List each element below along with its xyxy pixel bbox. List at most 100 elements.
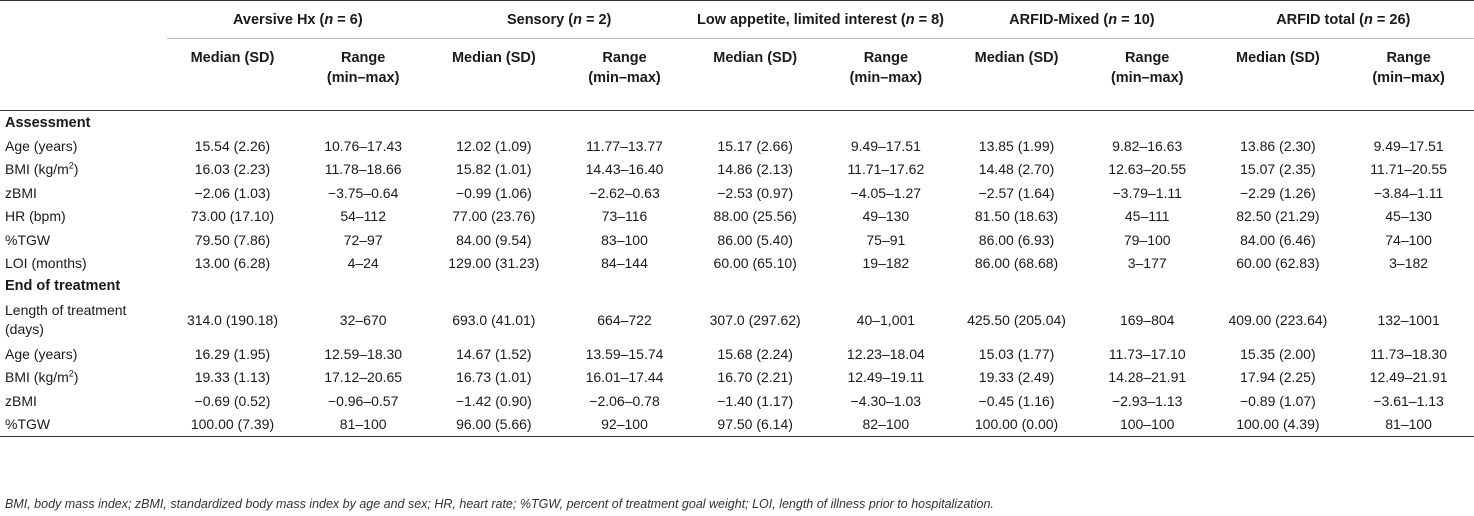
table-cell: 74–100 — [1385, 231, 1432, 248]
group-header-aversive: Aversive Hx (n = 6) — [167, 0, 429, 39]
table-cell: 19.33 (1.13) — [194, 369, 271, 386]
table-cell: 84.00 (6.46) — [1240, 231, 1316, 248]
table-cell: −3.84–1.11 — [1373, 184, 1444, 201]
table-cell: 12.49–19.11 — [847, 369, 925, 386]
table-cell: 49–130 — [862, 208, 910, 225]
subheader-median: Median (SD) — [951, 38, 1082, 111]
group-header-low-appetite: Low appetite, limited interest (n = 8) — [689, 0, 952, 39]
table-cell: −2.06 (1.03) — [194, 184, 271, 201]
table-row: Age (years) 16.29 (1.95) 12.59–18.30 14.67 … — [0, 342, 1474, 365]
table-cell: 96.00 (5.66) — [428, 412, 560, 437]
table-cell: 16.73 (1.01) — [456, 369, 532, 386]
table-cell: 84.00 (9.54) — [456, 231, 532, 248]
subheader-range: Range (min–max) — [297, 38, 429, 111]
row-label: %TGW — [5, 231, 51, 248]
table-cell: 14.43–16.40 — [585, 161, 664, 178]
table-cell: 100–100 — [1081, 412, 1213, 437]
table-cell: 86.00 (6.93) — [978, 231, 1055, 248]
table-cell: 307.0 (297.62) — [709, 312, 801, 329]
table-cell: 40–1,001 — [856, 312, 916, 329]
table-cell: 15.03 (1.77) — [978, 345, 1055, 362]
table-cell: 16.01–17.44 — [585, 369, 664, 386]
subheader-range-line1: Range — [863, 50, 909, 66]
table-cell: −4.30–1.03 — [850, 392, 922, 409]
subheader-range: Range (min–max) — [1343, 38, 1474, 111]
subheader-range-line2: (min–max) — [588, 70, 661, 86]
table-cell: 82.50 (21.29) — [1236, 208, 1320, 225]
table-cell: 9.49–17.51 — [1373, 138, 1444, 155]
table-cell: 12.63–20.55 — [1108, 161, 1187, 178]
table-cell: −2.93–1.13 — [1111, 392, 1183, 409]
table-cell: 14.28–21.91 — [1108, 369, 1187, 386]
table-cell: 15.68 (2.24) — [717, 345, 793, 362]
row-label: Length of treatment (days) — [5, 302, 127, 338]
table-cell: −2.57 (1.64) — [978, 184, 1055, 201]
table-cell: 81.50 (18.63) — [974, 208, 1059, 225]
table-cell: 693.0 (41.01) — [452, 312, 536, 329]
table-cell: 19.33 (2.49) — [978, 369, 1055, 386]
table-cell: 3–182 — [1389, 255, 1429, 272]
table-row: HR (bpm) 73.00 (17.10) 54–112 77.00 (23.76)… — [0, 205, 1474, 228]
row-label: zBMI — [5, 184, 37, 201]
table-cell: 13.00 (6.28) — [194, 255, 271, 272]
subheader-range-line1: Range — [602, 50, 647, 66]
table-cell: 12.23–18.04 — [846, 345, 925, 362]
table-cell: 45–111 — [1124, 208, 1170, 225]
table-cell: −1.40 (1.17) — [717, 392, 794, 409]
results-table: Aversive Hx (n = 6) Sensory (n = 2) Low … — [0, 0, 1474, 437]
table-cell: 11.77–13.77 — [586, 138, 663, 155]
table-cell: 17.94 (2.25) — [1240, 369, 1316, 386]
table-cell: −2.29 (1.26) — [1239, 184, 1316, 201]
row-label: Age (years) — [5, 138, 78, 155]
table-cell: 11.78–18.66 — [324, 161, 402, 178]
table-cell: 409.00 (223.64) — [1228, 312, 1328, 329]
table-cell: 100.00 (7.39) — [167, 412, 298, 437]
section-row-end-of-treatment: End of treatment — [0, 275, 1474, 298]
table-row: Length of treatment (days) 314.0 (190.18) 3… — [0, 298, 1474, 342]
table-cell: 15.35 (2.00) — [1240, 345, 1316, 362]
table-cell: 88.00 (25.56) — [713, 208, 797, 225]
table-cell: 19–182 — [862, 255, 910, 272]
subheader-range-line1: Range — [1125, 50, 1170, 66]
table-row: %TGW 79.50 (7.86) 72–97 84.00 (9.54) 83–100 8… — [0, 228, 1474, 251]
group-header-row: Aversive Hx (n = 6) Sensory (n = 2) Low … — [0, 0, 1474, 39]
table-cell: 11.71–20.55 — [1370, 161, 1448, 178]
table-cell: 100.00 (4.39) — [1212, 412, 1344, 437]
table-cell: 12.59–18.30 — [324, 345, 403, 362]
table-cell: −2.53 (0.97) — [717, 184, 794, 201]
table-cell: 60.00 (65.10) — [713, 255, 797, 272]
table-cell: −4.05–1.27 — [850, 184, 922, 201]
table-cell: 81–100 — [1343, 412, 1474, 437]
row-label: zBMI — [5, 392, 37, 409]
table-cell: 15.54 (2.26) — [194, 138, 271, 155]
table-cell: 16.70 (2.21) — [717, 369, 793, 386]
group-header-arfid-mixed: ARFID-Mixed (n = 10) — [951, 0, 1213, 39]
table-cell: 15.17 (2.66) — [717, 138, 793, 155]
group-header-arfid-total: ARFID total (n = 26) — [1212, 0, 1474, 39]
table-cell: 3–177 — [1127, 255, 1167, 272]
table-cell: 77.00 (23.76) — [452, 208, 536, 225]
row-label: Age (years) — [5, 345, 78, 362]
table-cell: 14.48 (2.70) — [978, 161, 1055, 178]
table-cell: 45–130 — [1385, 208, 1432, 225]
table-cell: −3.79–1.11 — [1112, 184, 1182, 201]
table-cell: 81–100 — [297, 412, 429, 437]
subheader-range-line1: Range — [340, 50, 386, 66]
subheader-median: Median (SD) — [167, 38, 298, 111]
subheader-range: Range (min–max) — [820, 38, 952, 111]
table-cell: 97.50 (6.14) — [689, 412, 821, 437]
table-cell: 14.67 (1.52) — [456, 345, 532, 362]
table-cell: 15.07 (2.35) — [1240, 161, 1316, 178]
corner-cell — [0, 38, 168, 111]
table-cell: −3.75–0.64 — [327, 184, 399, 201]
subheader-range: Range (min–max) — [1081, 38, 1213, 111]
table-cell: 12.02 (1.09) — [456, 138, 532, 155]
subheader-median: Median (SD) — [1212, 38, 1344, 111]
table-row: BMI (kg/m2) 19.33 (1.13) 17.12–20.65 16.73 … — [0, 366, 1474, 389]
table-cell: 10.76–17.43 — [324, 138, 403, 155]
row-label: HR (bpm) — [5, 208, 66, 225]
table-row: %TGW 100.00 (7.39) 81–100 96.00 (5.66) 92–10… — [0, 412, 1474, 437]
subheader-range-line2: (min–max) — [1372, 70, 1445, 86]
table-cell: 12.49–21.91 — [1369, 369, 1448, 386]
